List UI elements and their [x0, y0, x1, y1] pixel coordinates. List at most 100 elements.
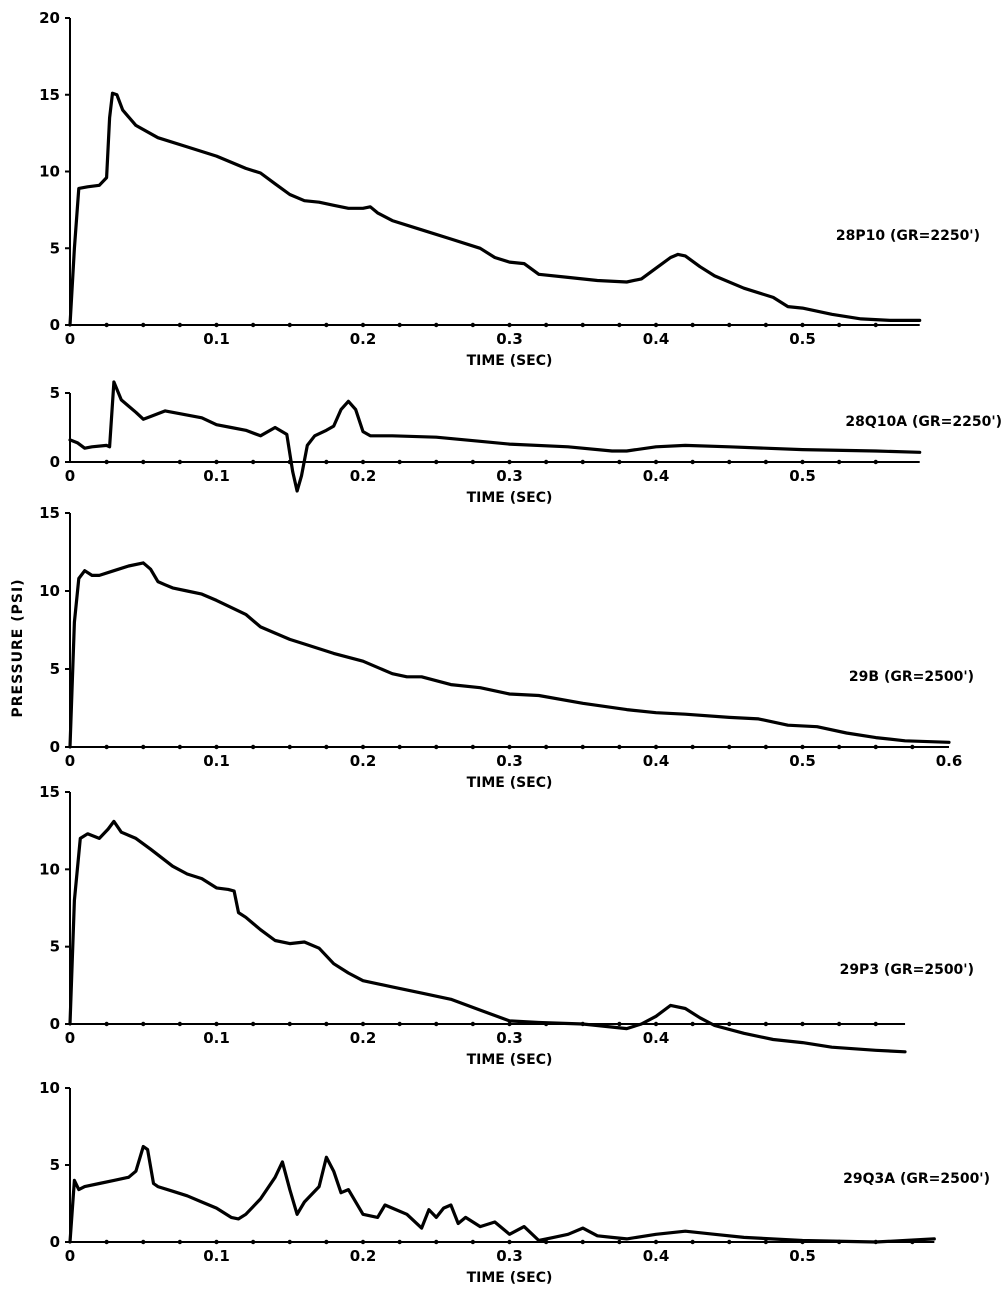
- x-axis-dot-4: [104, 1239, 109, 1245]
- x-axis-dot-2: [580, 744, 585, 750]
- x-axis-dot-0: [324, 322, 329, 328]
- series-label-1: 28Q10A (GR=2250'): [845, 414, 1002, 430]
- x-tick-label-0: 0.4: [643, 330, 670, 348]
- x-tick-label-1: 0.3: [496, 467, 523, 485]
- x-axis-dot-1: [324, 459, 329, 465]
- x-axis-dot-0: [800, 322, 805, 328]
- x-axis-dot-1: [763, 459, 769, 465]
- y-tick-label-3: 5: [50, 938, 60, 956]
- pressure-curve-3: [68, 819, 907, 1054]
- x-tick-label-4: 0.1: [203, 1247, 230, 1265]
- x-axis-dot-3: [763, 1021, 769, 1027]
- y-tick-label-2: 5: [50, 660, 60, 678]
- x-axis-dot-3: [287, 1021, 292, 1027]
- x-axis-dot-2: [800, 744, 805, 750]
- x-tick-label-2: 0: [65, 752, 75, 770]
- x-axis-dot-2: [287, 744, 292, 750]
- x-axis-dot-3: [104, 1021, 109, 1027]
- x-axis-dot-4: [470, 1239, 476, 1245]
- y-tick-label-1: 0: [50, 453, 60, 471]
- y-tick-label-0: 15: [39, 86, 60, 104]
- x-axis-dot-1: [434, 459, 439, 465]
- x-axis-dot-3: [470, 1021, 476, 1027]
- x-tick-label-1: 0.1: [203, 467, 230, 485]
- x-axis-dot-2: [470, 744, 476, 750]
- x-tick-label-3: 0.1: [203, 1029, 230, 1047]
- x-axis-dot-1: [727, 459, 732, 465]
- x-tick-label-2: 0.5: [789, 752, 816, 770]
- series-label-3: 29P3 (GR=2500'): [840, 962, 974, 978]
- x-axis-dot-4: [141, 1239, 146, 1245]
- y-tick-label-4: 0: [50, 1233, 60, 1251]
- x-axis-dot-2: [104, 744, 109, 750]
- y-tick-label-3: 10: [39, 860, 60, 878]
- x-axis-dot-2: [543, 744, 549, 750]
- x-axis-dot-4: [214, 1239, 219, 1245]
- x-axis-dot-1: [250, 459, 256, 465]
- x-axis-dot-4: [690, 1239, 695, 1245]
- x-axis-dot-4: [617, 1239, 622, 1245]
- x-axis-dot-0: [360, 322, 366, 328]
- x-axis-dot-1: [800, 459, 805, 465]
- x-tick-label-3: 0.3: [496, 1029, 523, 1047]
- y-axis-title: PRESSURE (PSI): [10, 578, 26, 717]
- x-axis-dot-0: [507, 322, 512, 328]
- x-axis-dot-0: [653, 322, 659, 328]
- x-axis-dot-0: [690, 322, 695, 328]
- x-axis-dot-0: [214, 322, 219, 328]
- x-tick-label-0: 0: [65, 330, 75, 348]
- x-axis-dot-3: [690, 1021, 695, 1027]
- x-axis-dot-2: [360, 744, 366, 750]
- x-tick-label-4: 0.2: [350, 1247, 377, 1265]
- x-axis-dot-0: [104, 322, 109, 328]
- x-tick-label-1: 0.2: [350, 467, 377, 485]
- x-tick-label-2: 0.1: [203, 752, 230, 770]
- pressure-curve-0: [68, 91, 922, 327]
- y-tick-label-4: 10: [39, 1079, 60, 1097]
- y-tick-label-0: 10: [39, 163, 60, 181]
- x-axis-dot-2: [434, 744, 439, 750]
- x-axis-dot-1: [360, 459, 366, 465]
- x-axis-dot-2: [727, 744, 732, 750]
- x-axis-dot-3: [250, 1021, 256, 1027]
- x-axis-dot-3: [360, 1021, 366, 1027]
- x-axis-title-1: TIME (SEC): [467, 490, 553, 506]
- x-axis-dot-3: [177, 1021, 183, 1027]
- y-tick-label-0: 5: [50, 239, 60, 257]
- x-axis-dot-4: [507, 1239, 512, 1245]
- x-axis-title-2: TIME (SEC): [467, 775, 553, 791]
- pressure-curve-2: [68, 561, 951, 749]
- x-axis-dot-2: [250, 744, 256, 750]
- x-axis-dot-0: [470, 322, 476, 328]
- x-tick-label-0: 0.5: [789, 330, 816, 348]
- x-axis-dot-2: [690, 744, 695, 750]
- x-axis-dot-2: [397, 744, 402, 750]
- x-tick-label-4: 0.5: [789, 1247, 816, 1265]
- x-axis-dot-2: [617, 744, 622, 750]
- x-axis-dot-3: [507, 1021, 512, 1027]
- x-tick-label-1: 0.4: [643, 467, 670, 485]
- x-axis-dot-4: [177, 1239, 183, 1245]
- x-axis-dot-0: [580, 322, 585, 328]
- y-tick-label-1: 5: [50, 384, 60, 402]
- y-tick-label-0: 0: [50, 316, 60, 334]
- x-axis-title-3: TIME (SEC): [467, 1052, 553, 1068]
- x-axis-dot-3: [800, 1021, 805, 1027]
- x-tick-label-4: 0: [65, 1247, 75, 1265]
- pressure-curve-1: [68, 380, 922, 493]
- x-axis-dot-2: [910, 744, 915, 750]
- x-axis-dot-3: [434, 1021, 439, 1027]
- series-label-0: 28P10 (GR=2250'): [836, 228, 980, 244]
- x-tick-label-3: 0.2: [350, 1029, 377, 1047]
- x-axis-title-0: TIME (SEC): [467, 353, 553, 369]
- x-axis-dot-0: [617, 322, 622, 328]
- y-tick-label-2: 10: [39, 582, 60, 600]
- x-axis-dot-1: [470, 459, 476, 465]
- x-axis-dot-1: [141, 459, 146, 465]
- x-tick-label-2: 0.4: [643, 752, 670, 770]
- x-axis-dot-4: [397, 1239, 402, 1245]
- x-axis-dot-1: [690, 459, 695, 465]
- x-axis-dot-2: [177, 744, 183, 750]
- x-tick-label-4: 0.4: [643, 1247, 670, 1265]
